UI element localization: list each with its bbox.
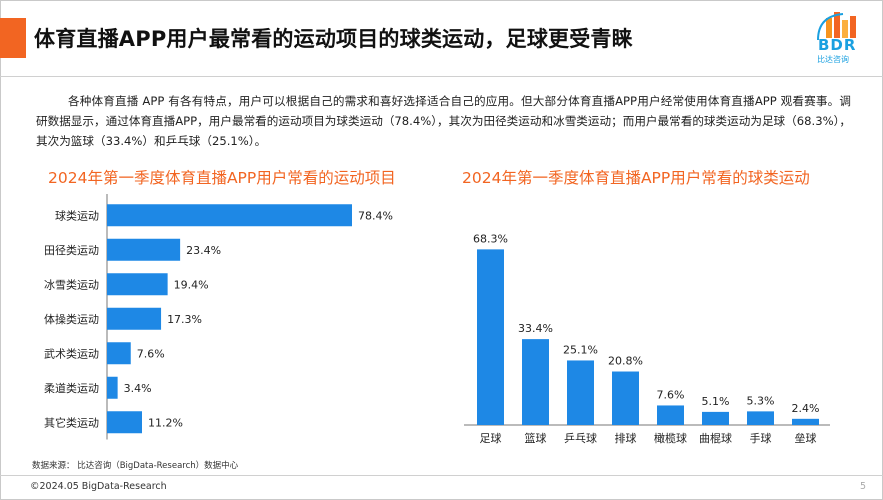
logo-text: BDR xyxy=(818,36,857,54)
category-label: 曲棍球 xyxy=(699,431,732,445)
value-label: 19.4% xyxy=(174,278,209,291)
title-divider xyxy=(0,76,883,77)
category-label: 其它类运动 xyxy=(44,415,99,429)
bar-1 xyxy=(477,249,504,425)
category-label: 柔道类运动 xyxy=(44,381,99,395)
value-label: 17.3% xyxy=(167,313,202,326)
value-label: 7.6% xyxy=(657,388,685,401)
category-label: 排球 xyxy=(615,431,637,445)
category-label: 手球 xyxy=(750,431,772,445)
title-accent-bar xyxy=(0,18,26,58)
category-label: 乒乓球 xyxy=(564,431,597,445)
bar-3 xyxy=(567,360,594,425)
value-label: 33.4% xyxy=(518,322,553,335)
value-label: 5.3% xyxy=(747,394,775,407)
value-label: 7.6% xyxy=(137,347,165,360)
value-label: 11.2% xyxy=(148,416,183,429)
category-label: 球类运动 xyxy=(55,208,99,222)
value-label: 68.3% xyxy=(473,232,508,245)
category-label: 田径类运动 xyxy=(44,243,99,257)
page-number: 5 xyxy=(860,481,867,492)
data-source-note: 数据来源： 比达咨询（BigData-Research）数据中心 xyxy=(32,461,239,471)
category-label: 篮球 xyxy=(525,431,547,445)
logo-subtitle: 比达咨询 xyxy=(817,55,849,64)
bar-6 xyxy=(107,376,118,399)
right-chart-title: 2024年第一季度体育直播APP用户常看的球类运动 xyxy=(462,169,810,187)
bar-5 xyxy=(657,405,684,425)
category-label: 足球 xyxy=(480,431,502,445)
value-label: 5.1% xyxy=(702,395,730,408)
left-chart-title: 2024年第一季度体育直播APP用户常看的运动项目 xyxy=(48,169,396,187)
footer-divider xyxy=(0,475,883,476)
bar-6 xyxy=(702,411,729,425)
value-label: 3.4% xyxy=(124,382,152,395)
bar-5 xyxy=(107,342,131,365)
sports-type-bar-chart: 球类运动 78.4% 田径类运动 23.4% 冰雪类运动 19.4% 体操类运动 17.3% 武… xyxy=(44,194,393,440)
bar-1 xyxy=(107,204,352,227)
copyright-text: ©2024.05 BigData-Research xyxy=(30,481,167,492)
bar-8 xyxy=(792,418,819,425)
category-label: 冰雪类运动 xyxy=(44,277,99,291)
bar-3 xyxy=(107,273,168,296)
value-label: 78.4% xyxy=(358,209,393,222)
category-label: 橄榄球 xyxy=(654,431,687,445)
page-title: 体育直播APP用户最常看的运动项目的球类运动，足球更受青睐 xyxy=(34,27,633,51)
category-label: 垒球 xyxy=(795,431,817,445)
value-label: 2.4% xyxy=(792,402,820,415)
intro-paragraph: 各种体育直播 APP 有各有特点，用户可以根据自己的需求和喜好选择适合自己的应用… xyxy=(36,94,851,148)
bar-2 xyxy=(522,339,549,425)
bar-4 xyxy=(612,371,639,425)
value-label: 25.1% xyxy=(563,343,598,356)
bar-7 xyxy=(747,411,774,425)
bar-7 xyxy=(107,411,142,434)
bdr-logo-icon xyxy=(817,12,856,41)
category-label: 武术类运动 xyxy=(44,346,99,360)
ball-sports-bar-chart: 68.3% 足球 33.4% 篮球 25.1% 乒乓球 20.8% 排球 7.6% 橄榄球 5.1%… xyxy=(464,232,830,445)
bar-2 xyxy=(107,238,181,261)
value-label: 20.8% xyxy=(608,355,643,368)
value-label: 23.4% xyxy=(186,244,221,257)
category-label: 体操类运动 xyxy=(44,312,99,326)
bar-4 xyxy=(107,307,162,330)
